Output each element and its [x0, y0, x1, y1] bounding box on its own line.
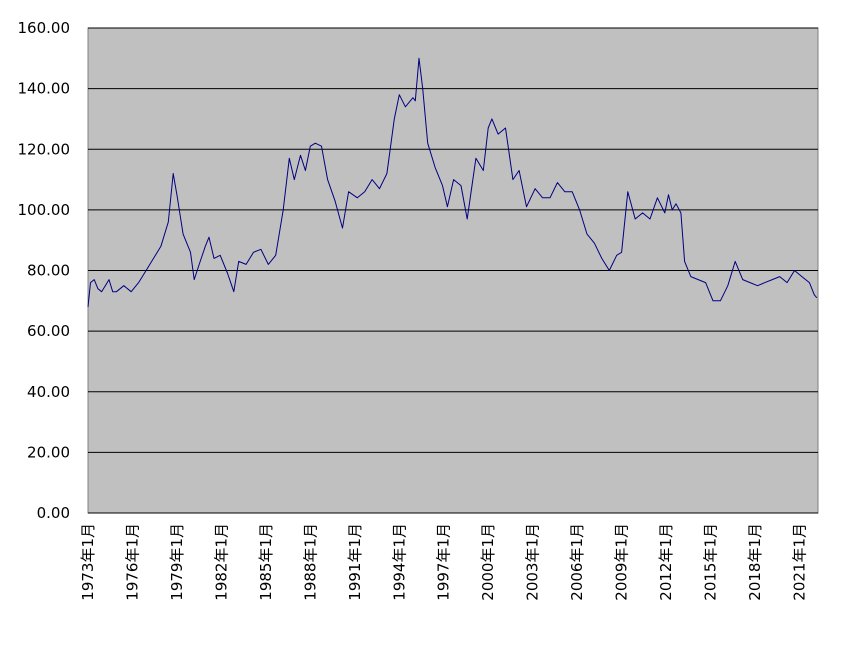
y-tick-label: 0.00 — [37, 504, 70, 522]
y-tick-label: 160.00 — [18, 19, 71, 37]
x-tick-label: 1976年1月 — [123, 523, 141, 601]
x-tick-label: 2003年1月 — [524, 523, 542, 601]
y-tick-label: 120.00 — [18, 140, 71, 158]
x-tick-label: 1985年1月 — [257, 523, 275, 601]
x-tick-label: 2012年1月 — [657, 523, 675, 601]
x-tick-label: 1994年1月 — [390, 523, 408, 601]
y-axis-ticks: 0.00 20.00 40.00 60.00 80.00 100.00 120.00 140.… — [18, 19, 71, 522]
x-tick-label: 1997年1月 — [435, 523, 453, 601]
gridlines — [88, 27, 818, 514]
x-tick-label: 1982年1月 — [212, 523, 230, 601]
y-tick-label: 60.00 — [27, 322, 70, 340]
x-tick-label: 1988年1月 — [301, 523, 319, 601]
x-tick-label: 2021年1月 — [790, 523, 808, 601]
y-tick-label: 140.00 — [18, 80, 71, 98]
y-tick-label: 40.00 — [27, 383, 70, 401]
y-tick-label: 100.00 — [18, 201, 71, 219]
x-tick-label: 2000年1月 — [479, 523, 497, 601]
x-tick-label: 2009年1月 — [613, 523, 631, 601]
x-tick-label: 2015年1月 — [702, 523, 720, 601]
x-tick-label: 2006年1月 — [568, 523, 586, 601]
x-axis-ticks: 1973年1月 1976年1月 1979年1月 1982年1月 1985年1月 1988年… — [79, 523, 808, 601]
x-tick-label: 1973年1月 — [79, 523, 97, 601]
x-tick-label: 1979年1月 — [168, 523, 186, 601]
x-tick-label: 1991年1月 — [346, 523, 364, 601]
x-tick-label: 2018年1月 — [746, 523, 764, 601]
y-tick-label: 20.00 — [27, 443, 70, 461]
y-tick-label: 80.00 — [27, 262, 70, 280]
series-line — [87, 57, 818, 307]
